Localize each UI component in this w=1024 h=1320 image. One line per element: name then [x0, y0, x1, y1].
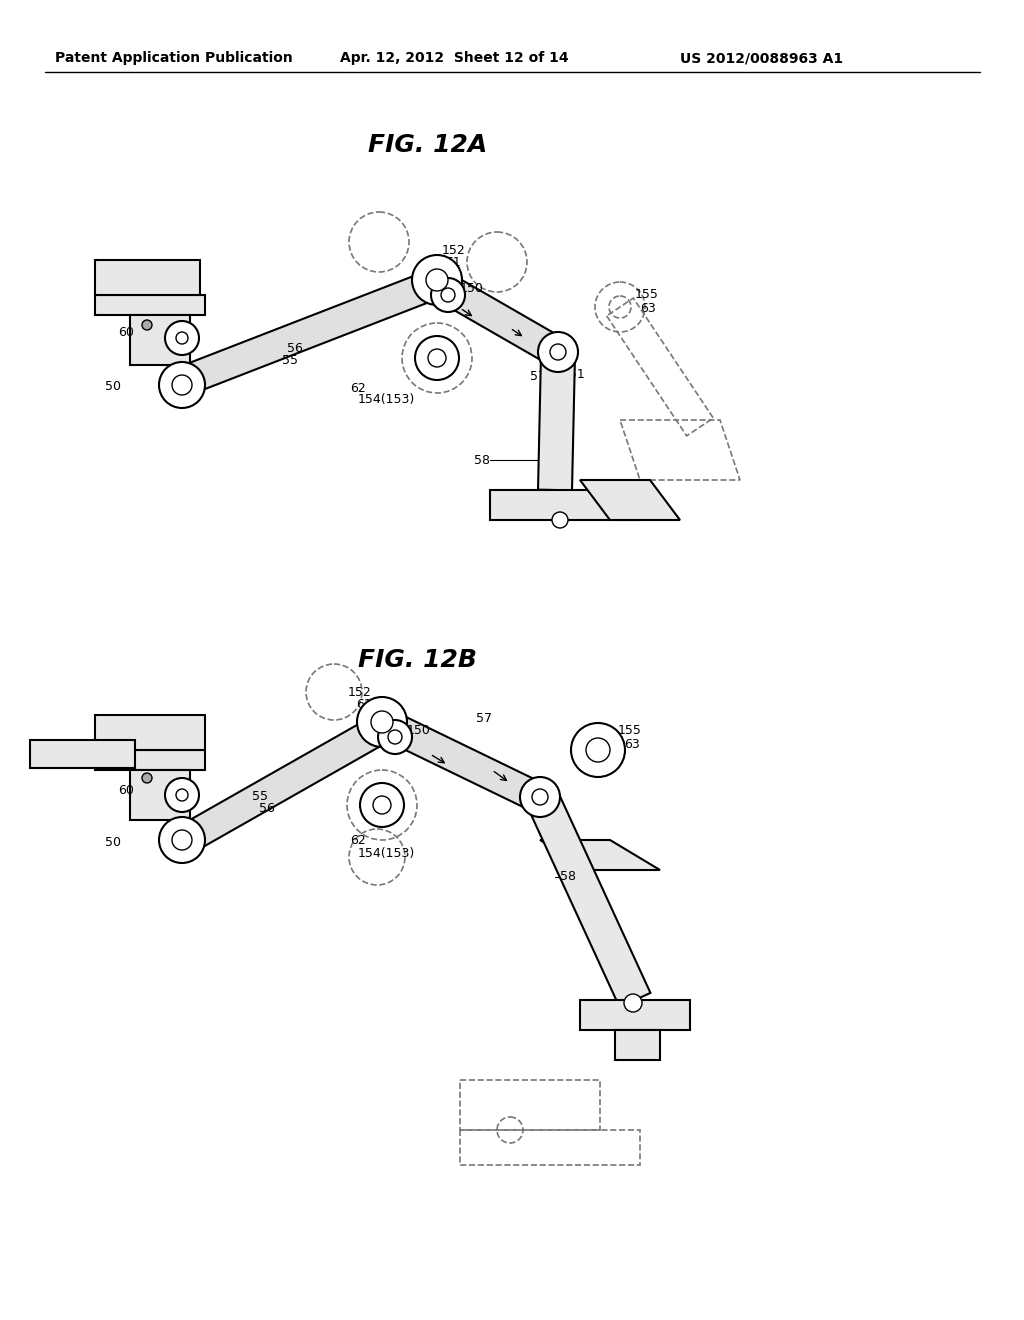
Text: Apr. 12, 2012  Sheet 12 of 14: Apr. 12, 2012 Sheet 12 of 14 — [340, 51, 568, 65]
Text: 55: 55 — [282, 354, 298, 367]
Text: 151: 151 — [562, 368, 586, 381]
Text: 155: 155 — [635, 288, 658, 301]
Circle shape — [520, 777, 560, 817]
Text: 58: 58 — [560, 870, 575, 883]
Text: FIG. 12B: FIG. 12B — [358, 648, 477, 672]
Polygon shape — [30, 741, 135, 768]
Polygon shape — [538, 355, 575, 490]
Circle shape — [373, 796, 391, 814]
Text: 151: 151 — [545, 812, 568, 825]
Text: 150: 150 — [407, 723, 431, 737]
Circle shape — [159, 362, 205, 408]
Text: 55: 55 — [252, 789, 268, 803]
Text: 58: 58 — [474, 454, 490, 466]
Circle shape — [165, 777, 199, 812]
Polygon shape — [186, 269, 442, 392]
Circle shape — [415, 337, 459, 380]
Text: 62: 62 — [350, 381, 366, 395]
Polygon shape — [376, 709, 550, 813]
Text: 154(153): 154(153) — [358, 393, 416, 407]
Circle shape — [538, 333, 578, 372]
Polygon shape — [95, 260, 200, 294]
Text: 154(153): 154(153) — [358, 846, 416, 859]
Text: US 2012/0088963 A1: US 2012/0088963 A1 — [680, 51, 843, 65]
Circle shape — [586, 738, 610, 762]
Circle shape — [176, 789, 188, 801]
Polygon shape — [184, 715, 389, 849]
Text: FIG. 12A: FIG. 12A — [368, 133, 487, 157]
Text: 56: 56 — [259, 801, 274, 814]
Text: 63: 63 — [640, 301, 655, 314]
Circle shape — [431, 279, 465, 312]
Circle shape — [142, 774, 152, 783]
Text: 61: 61 — [356, 697, 372, 710]
Circle shape — [357, 697, 407, 747]
Circle shape — [165, 321, 199, 355]
Circle shape — [176, 333, 188, 345]
Text: 60: 60 — [118, 784, 134, 796]
Text: 62: 62 — [350, 833, 366, 846]
Text: 57: 57 — [530, 371, 546, 384]
Text: 50: 50 — [105, 837, 121, 850]
Circle shape — [532, 789, 548, 805]
Circle shape — [142, 319, 152, 330]
Text: 50: 50 — [105, 380, 121, 393]
Circle shape — [571, 723, 625, 777]
Polygon shape — [95, 715, 205, 750]
Circle shape — [378, 719, 412, 754]
Polygon shape — [527, 793, 650, 1007]
Polygon shape — [580, 1001, 690, 1030]
Polygon shape — [429, 271, 569, 368]
Text: 152: 152 — [442, 243, 466, 256]
Circle shape — [172, 375, 193, 395]
Circle shape — [624, 994, 642, 1012]
Circle shape — [428, 348, 446, 367]
Polygon shape — [490, 490, 640, 520]
Circle shape — [172, 830, 193, 850]
Circle shape — [550, 345, 566, 360]
Circle shape — [159, 817, 205, 863]
Polygon shape — [130, 770, 190, 820]
Circle shape — [360, 783, 404, 828]
Text: 150: 150 — [460, 281, 484, 294]
Circle shape — [371, 711, 393, 733]
Circle shape — [388, 730, 402, 744]
Text: 152: 152 — [348, 685, 372, 698]
Text: Patent Application Publication: Patent Application Publication — [55, 51, 293, 65]
Text: 61: 61 — [445, 256, 461, 268]
Polygon shape — [615, 1030, 660, 1060]
Text: 56: 56 — [287, 342, 303, 355]
Polygon shape — [130, 315, 190, 366]
Text: 155: 155 — [618, 723, 642, 737]
Polygon shape — [580, 480, 680, 520]
Polygon shape — [540, 840, 660, 870]
Circle shape — [412, 255, 462, 305]
Text: 63: 63 — [624, 738, 640, 751]
Text: 57: 57 — [476, 711, 492, 725]
Text: 60: 60 — [118, 326, 134, 339]
Circle shape — [426, 269, 449, 290]
Polygon shape — [95, 750, 205, 770]
Circle shape — [552, 512, 568, 528]
Polygon shape — [95, 294, 205, 315]
Circle shape — [441, 288, 455, 302]
